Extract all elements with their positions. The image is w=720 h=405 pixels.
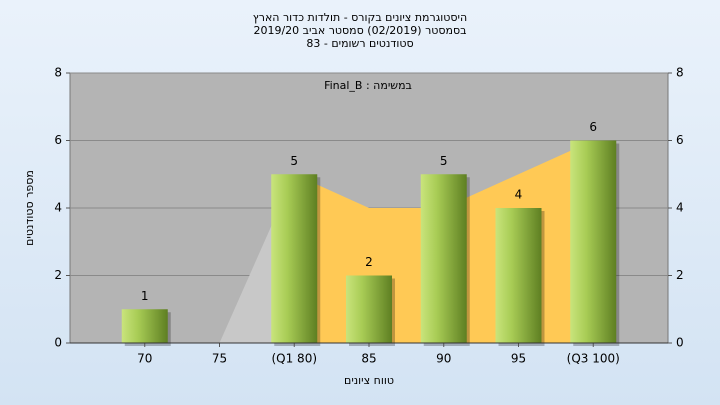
title-line: בסמסטר (02/2019) סמסטר אביב 2019/20: [253, 24, 466, 37]
value-label: 2: [365, 255, 373, 269]
value-label: 5: [440, 154, 448, 168]
y-tick-label: 6: [54, 133, 62, 147]
value-label: 5: [290, 154, 298, 168]
title-line: סטודנטים רשומים - 83: [306, 37, 413, 50]
y2-tick-label: 8: [676, 66, 684, 80]
y2-tick-label: 4: [676, 201, 684, 215]
x-tick-label: (Q1 80): [271, 352, 317, 366]
x-tick-label: (Q3 100): [567, 352, 620, 366]
bar: [495, 208, 542, 343]
bar: [271, 174, 318, 343]
y-tick-label: 4: [54, 201, 62, 215]
bar: [121, 309, 168, 343]
x-axis-label: טווח ציונים: [344, 374, 394, 387]
y2-tick-label: 2: [676, 268, 684, 282]
value-label: 4: [515, 188, 523, 202]
bar: [420, 174, 467, 343]
x-tick-label: 85: [361, 352, 376, 366]
value-label: 1: [141, 289, 149, 303]
y-tick-label: 8: [54, 66, 62, 80]
y-axis-label: מספר סטודנטים: [23, 170, 36, 246]
bar: [346, 275, 392, 343]
annotation: Final_B : במשימה: [324, 79, 412, 92]
x-tick-label: 90: [436, 352, 451, 366]
bar: [570, 140, 617, 343]
x-tick-label: 95: [511, 352, 526, 366]
y2-tick-label: 6: [676, 133, 684, 147]
y-tick-label: 2: [54, 268, 62, 282]
y2-tick-label: 0: [676, 336, 684, 350]
value-label: 6: [589, 120, 597, 134]
x-tick-label: 70: [137, 352, 152, 366]
y-tick-label: 0: [54, 336, 62, 350]
x-tick-label: 75: [212, 352, 227, 366]
title-line: היסטוגרמת ציונים בקורס - תולדות כדור האר…: [253, 11, 467, 24]
